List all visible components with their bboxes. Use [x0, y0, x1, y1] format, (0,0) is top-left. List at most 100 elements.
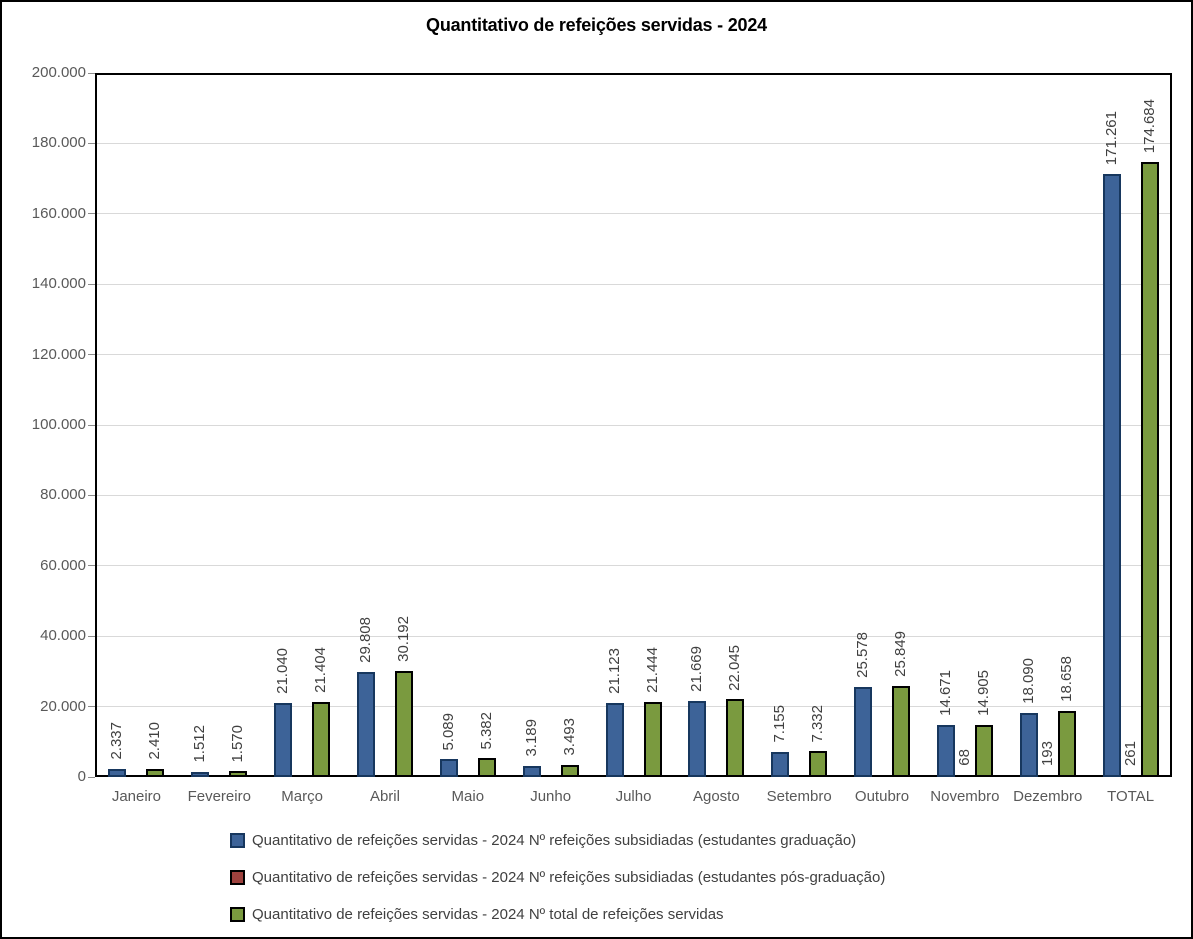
bar-value-label: 68 [955, 749, 973, 766]
bar-value-label: 3.493 [560, 718, 578, 756]
bar [191, 771, 210, 777]
bar-value-label: 5.382 [477, 711, 495, 750]
bar [643, 701, 662, 777]
bar [605, 702, 624, 777]
y-axis-tick [88, 776, 95, 778]
gridline [95, 283, 1172, 285]
bar-value-label: 18.090 [1019, 658, 1037, 705]
y-axis-tick [88, 706, 95, 708]
bar [955, 775, 974, 777]
bar-value-label: 30.192 [394, 615, 412, 662]
y-axis-tick-label: 100.000 [31, 416, 86, 433]
legend-item: Quantitativo de refeições servidas - 202… [230, 859, 885, 896]
category-label: Abril [369, 788, 400, 805]
bar-value-label: 2.410 [146, 721, 164, 760]
y-axis-tick-label: 120.000 [31, 345, 86, 363]
bar [1038, 775, 1057, 777]
bar-value-label: 3.189 [522, 719, 540, 757]
bar-value-label: 1.570 [229, 724, 247, 763]
bar-value-label: 22.045 [726, 644, 744, 691]
y-axis-tick-label: 80.000 [40, 486, 86, 504]
legend: Quantitativo de refeições servidas - 202… [230, 822, 885, 933]
legend-marker-icon [230, 907, 245, 922]
category-label: Julho [615, 788, 652, 805]
bar [809, 751, 828, 777]
bar-value-label: 25.849 [892, 631, 910, 678]
y-axis-tick-label: 40.000 [40, 627, 86, 645]
category-label: Fevereiro [187, 788, 251, 805]
gridline [95, 494, 1172, 496]
bar [974, 724, 993, 777]
bar [1057, 711, 1076, 777]
category-label: Agosto [692, 788, 740, 805]
y-axis-tick [88, 494, 95, 496]
gridline [95, 142, 1172, 144]
bar [394, 670, 413, 777]
category-label: Novembro [930, 788, 1000, 805]
bar [274, 702, 293, 777]
bar-value-label: 174.684 [1140, 98, 1158, 154]
y-axis-tick [88, 283, 95, 285]
bar [771, 751, 790, 777]
bar [356, 672, 375, 777]
bar-value-label: 2.337 [108, 722, 126, 760]
bar-value-label: 5.089 [439, 712, 457, 751]
gridline [95, 565, 1172, 567]
bar [522, 765, 541, 777]
bar [560, 764, 579, 777]
chart-title: Quantitativo de refeições servidas - 202… [426, 15, 767, 35]
y-axis-tick-label: 140.000 [31, 275, 86, 293]
y-axis-tick [88, 142, 95, 144]
bar [439, 759, 458, 777]
bar-value-label: 1.512 [191, 725, 209, 763]
bar-value-label: 7.332 [809, 704, 827, 743]
legend-label: Quantitativo de refeições servidas - 202… [252, 832, 857, 849]
bar [892, 686, 911, 777]
y-axis-tick-label: 200.000 [31, 64, 86, 81]
bar [1102, 174, 1121, 777]
y-axis-tick [88, 424, 95, 426]
gridline [95, 213, 1172, 215]
bar-value-label: 171.261 [1102, 110, 1120, 166]
bar [108, 768, 127, 777]
bar [477, 758, 496, 777]
bar [854, 686, 873, 777]
bar-value-label: 7.155 [771, 705, 789, 743]
bar-value-label: 21.040 [274, 648, 292, 694]
category-label: Setembro [766, 788, 832, 805]
y-axis-tick-label: 0 [77, 768, 86, 785]
legend-item: Quantitativo de refeições servidas - 202… [230, 822, 885, 859]
bar-value-label: 21.123 [605, 647, 623, 694]
y-axis-tick [88, 72, 95, 74]
legend-label: Quantitativo de refeições servidas - 202… [252, 906, 724, 923]
category-label: Janeiro [111, 788, 162, 805]
gridline [95, 635, 1172, 637]
category-label: Dezembro [1013, 788, 1083, 805]
legend-label: Quantitativo de refeições servidas - 202… [252, 869, 886, 886]
bar-value-label: 14.671 [936, 670, 954, 717]
bar [688, 700, 707, 777]
y-axis-tick-label: 60.000 [40, 556, 86, 574]
bar [726, 699, 745, 777]
legend-marker-icon [230, 833, 245, 848]
bar-value-label: 21.444 [643, 646, 661, 693]
bar-value-label: 14.905 [974, 669, 992, 716]
bar [1121, 775, 1140, 777]
y-axis-tick [88, 565, 95, 567]
bar [1140, 162, 1159, 777]
category-label: Março [281, 788, 323, 805]
category-label: Outubro [854, 788, 910, 805]
legend-marker-icon [230, 870, 245, 885]
y-axis-tick-label: 160.000 [31, 204, 86, 222]
bar [1019, 713, 1038, 777]
bar-value-label: 193 [1038, 740, 1056, 766]
y-axis-tick [88, 354, 95, 356]
gridline [95, 424, 1172, 426]
category-label: TOTAL [1107, 788, 1155, 805]
y-axis-tick-label: 180.000 [31, 134, 86, 152]
bar-value-label: 21.669 [688, 645, 706, 692]
y-axis-tick [88, 213, 95, 215]
y-axis-tick-label: 20.000 [40, 697, 86, 715]
gridline [95, 706, 1172, 708]
